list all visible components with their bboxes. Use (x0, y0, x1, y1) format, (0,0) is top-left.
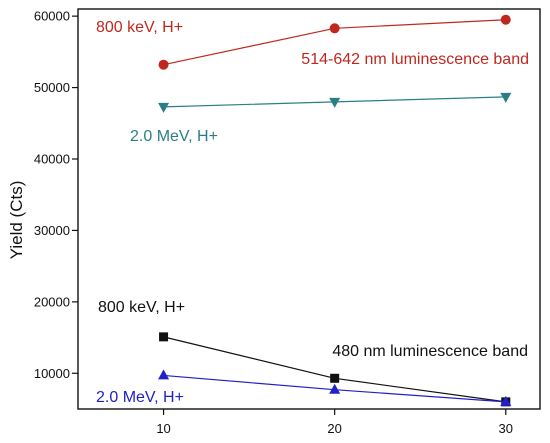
data-point-3-1 (329, 383, 341, 394)
annotation-1: 514-642 nm luminescence band (301, 51, 529, 68)
annotation-5: 2.0 MeV, H+ (96, 389, 184, 406)
data-point-0-0 (158, 59, 169, 70)
x-tick-label-0: 10 (156, 421, 170, 436)
data-point-0-1 (329, 23, 340, 34)
annotation-3: 800 keV, H+ (98, 299, 185, 316)
axis-ticks: 10 20 30 10000 20000 30000 40000 50000 60000 (34, 9, 513, 436)
data-point-2-1 (330, 373, 340, 383)
series-layer (158, 14, 512, 407)
data-point-1-1 (329, 97, 341, 108)
x-tick-label-1: 20 (327, 421, 341, 436)
data-point-1-2 (500, 92, 512, 103)
y-tick-label-4: 50000 (34, 80, 70, 95)
y-tick-label-2: 30000 (34, 223, 70, 238)
y-tick-label-3: 40000 (34, 152, 70, 167)
data-point-3-0 (158, 369, 170, 380)
annotation-layer: 800 keV, H+ 514-642 nm luminescence band 2… (96, 19, 529, 406)
y-tick-label-5: 60000 (34, 9, 70, 24)
data-point-1-0 (158, 102, 170, 113)
annotation-0: 800 keV, H+ (96, 19, 183, 36)
y-tick-label-1: 20000 (34, 294, 70, 309)
y-tick-label-0: 10000 (34, 366, 70, 381)
data-point-2-0 (159, 332, 169, 342)
y-axis-label: Yield (Cts) (7, 181, 26, 260)
plot-frame (77, 8, 541, 410)
data-point-0-2 (500, 14, 511, 25)
annotation-4: 480 nm luminescence band (332, 343, 528, 360)
annotation-2: 2.0 MeV, H+ (130, 128, 218, 145)
data-point-3-2 (500, 395, 512, 406)
x-tick-label-2: 30 (499, 421, 513, 436)
